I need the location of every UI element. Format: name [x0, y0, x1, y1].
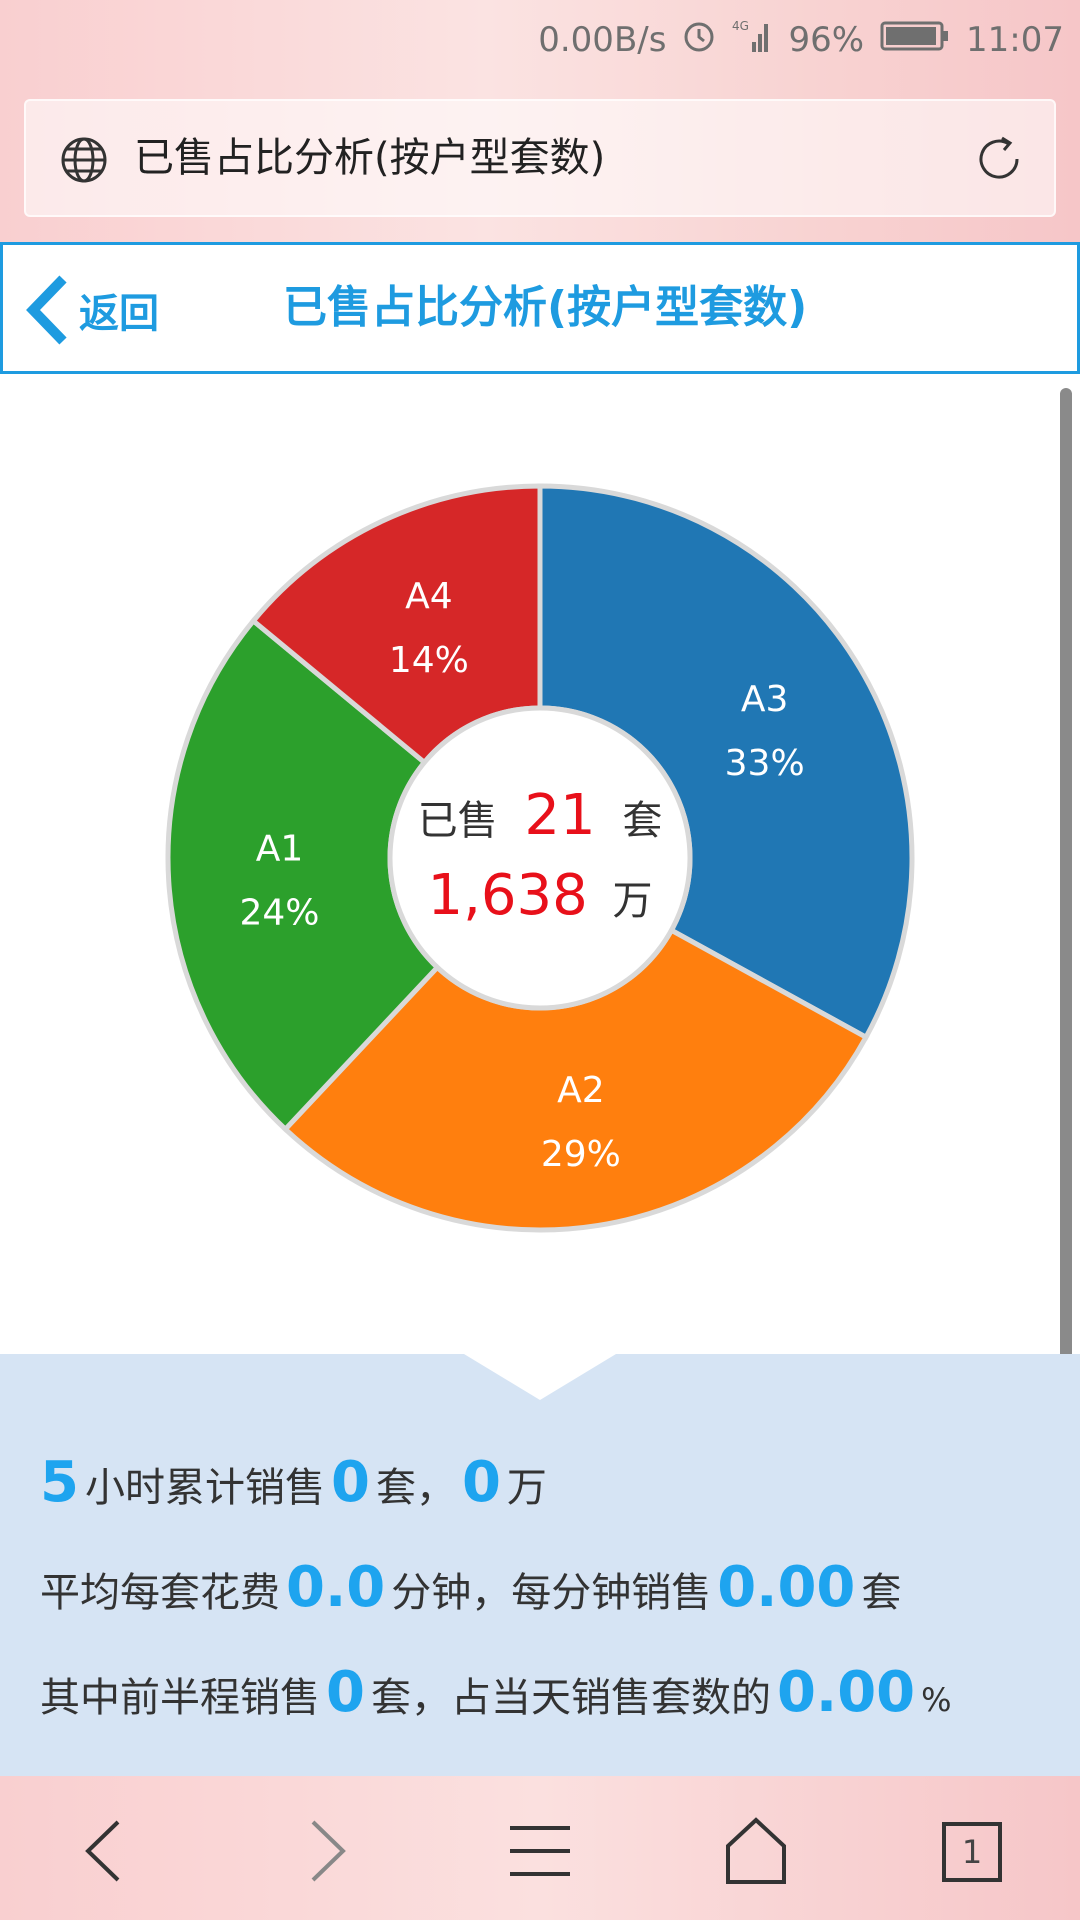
browser-bottom-nav: 1 — [0, 1776, 1080, 1920]
hours-value: 5 — [40, 1450, 79, 1515]
forward-nav-button[interactable] — [285, 1816, 365, 1886]
slice-category-label: A4 — [405, 576, 453, 617]
clock: 11:07 — [966, 20, 1064, 60]
donut-chart: A3 33% A2 29% A1 24% A4 14% 已售 21 套 1,638 万 — [165, 483, 915, 1233]
center-amount-unit: 万 — [613, 878, 653, 924]
network-speed: 0.00B/s — [538, 20, 667, 60]
address-bar[interactable]: 已售占比分析(按户型套数) — [24, 99, 1056, 217]
slice-category-label: A3 — [741, 679, 789, 720]
chevron-right-icon — [311, 1820, 346, 1882]
tabs-icon — [942, 1822, 1002, 1882]
stat-text: 平均每套花费 — [40, 1570, 280, 1616]
battery-percent: 96% — [788, 20, 865, 60]
tabs-button[interactable]: 1 — [932, 1816, 1012, 1886]
stat-text: 套， — [375, 1465, 456, 1511]
stat-text: 分钟，每分钟销售 — [391, 1570, 712, 1616]
center-amount: 1,638 — [427, 863, 587, 928]
first-half-sets-value: 0 — [326, 1660, 365, 1725]
globe-icon — [60, 136, 108, 184]
tab-count: 1 — [961, 1833, 983, 1871]
center-count: 21 — [524, 783, 595, 848]
stat-line-first-half: 其中前半程销售 0 套，占当天销售套数的 0.00% — [40, 1660, 952, 1725]
back-label: 返回 — [79, 291, 159, 337]
stat-text: 小时累计销售 — [84, 1465, 325, 1511]
alarm-icon — [682, 19, 716, 62]
signal-icon: 4G — [732, 18, 772, 63]
sets-value: 0 — [330, 1450, 370, 1515]
stats-panel — [0, 1354, 1080, 1776]
stat-text: 套，占当天销售套数的 — [370, 1675, 771, 1721]
chevron-left-icon — [85, 1820, 120, 1882]
slice-percent-label: 14% — [389, 640, 469, 681]
minutes-value: 0.0 — [286, 1555, 386, 1620]
center-count-unit: 套 — [622, 798, 662, 844]
menu-icon — [510, 1826, 570, 1876]
stat-line-average: 平均每套花费 0.0 分钟，每分钟销售 0.00 套 — [40, 1555, 901, 1620]
panel-pointer — [464, 1354, 616, 1400]
center-count-line: 已售 21 套 — [418, 783, 663, 848]
home-icon — [726, 1817, 786, 1884]
rate-value: 0.00 — [717, 1555, 856, 1620]
status-bar: 0.00B/s 4G 96% 11:07 — [0, 0, 1080, 80]
refresh-icon[interactable] — [972, 132, 1026, 186]
stat-text: 套 — [861, 1570, 902, 1616]
stat-text: 万 — [506, 1465, 547, 1511]
battery-icon — [880, 19, 950, 62]
back-button[interactable]: 返回 — [25, 275, 159, 345]
stat-text: % — [921, 1681, 952, 1719]
slice-category-label: A2 — [557, 1070, 605, 1111]
pct-value: 0.00 — [776, 1660, 916, 1725]
donut-hole — [387, 705, 693, 1011]
home-button[interactable] — [716, 1816, 796, 1886]
center-prefix: 已售 — [418, 798, 498, 844]
back-nav-button[interactable] — [66, 1816, 146, 1886]
slice-percent-label: 33% — [725, 743, 805, 784]
stat-text: 其中前半程销售 — [40, 1675, 320, 1721]
slice-percent-label: 24% — [240, 892, 320, 933]
address-title: 已售占比分析(按户型套数) — [134, 135, 606, 181]
stat-line-cumulative: 5 小时累计销售 0 套， 0 万 — [40, 1450, 547, 1515]
menu-button[interactable] — [500, 1816, 580, 1886]
slice-category-label: A1 — [256, 828, 304, 869]
page-header: 返回 已售占比分析(按户型套数) — [0, 242, 1080, 374]
slice-percent-label: 29% — [541, 1134, 621, 1175]
chevron-left-icon — [26, 275, 67, 345]
amount-value: 0 — [461, 1450, 501, 1515]
center-amount-line: 1,638 万 — [427, 863, 652, 928]
page-title: 已售占比分析(按户型套数) — [283, 282, 808, 333]
network-type: 4G — [732, 19, 749, 33]
